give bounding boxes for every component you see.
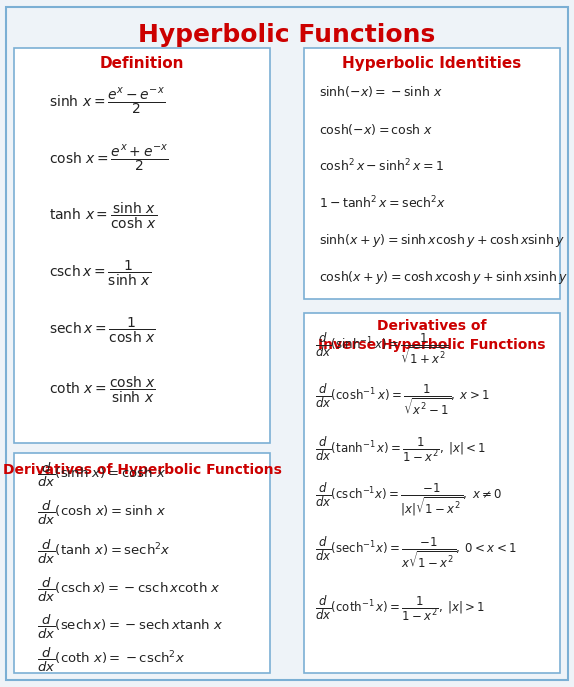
Text: $\mathrm{csch}\, x = \dfrac{1}{\sinh\, x}$: $\mathrm{csch}\, x = \dfrac{1}{\sinh\, x… (49, 258, 151, 288)
FancyBboxPatch shape (14, 48, 270, 443)
Text: $1 - \tanh^{2} x = \mathrm{sech}^{2} x$: $1 - \tanh^{2} x = \mathrm{sech}^{2} x$ (319, 195, 445, 212)
Text: $\tanh\, x = \dfrac{\sinh\, x}{\cosh\, x}$: $\tanh\, x = \dfrac{\sinh\, x}{\cosh\, x… (49, 201, 157, 231)
Text: $\dfrac{d}{dx}(\coth^{-1} x) = \dfrac{1}{1-x^{2}},\; |x|>1$: $\dfrac{d}{dx}(\coth^{-1} x) = \dfrac{1}… (315, 594, 484, 623)
Text: Definition: Definition (100, 56, 184, 71)
Text: $\dfrac{d}{dx}(\mathrm{csch}^{-1} x) = \dfrac{-1}{|x|\sqrt{1-x^{2}}},\; x\neq 0$: $\dfrac{d}{dx}(\mathrm{csch}^{-1} x) = \… (315, 482, 502, 518)
Text: $\dfrac{d}{dx}(\mathrm{csch}\, x) = -\mathrm{csch}\, x\coth\, x$: $\dfrac{d}{dx}(\mathrm{csch}\, x) = -\ma… (37, 576, 221, 605)
Text: $\cosh^{2} x - \sinh^{2} x = 1$: $\cosh^{2} x - \sinh^{2} x = 1$ (319, 158, 444, 174)
Text: Hyperbolic Functions: Hyperbolic Functions (138, 23, 436, 47)
Text: $\dfrac{d}{dx}(\sinh^{-1} x) = \dfrac{1}{\sqrt{1+x^{2}}}$: $\dfrac{d}{dx}(\sinh^{-1} x) = \dfrac{1}… (315, 331, 448, 366)
Text: $\dfrac{d}{dx}(\cosh^{-1} x) = \dfrac{1}{\sqrt{x^{2}-1}},\; x>1$: $\dfrac{d}{dx}(\cosh^{-1} x) = \dfrac{1}… (315, 382, 489, 416)
Text: $\cosh\, x = \dfrac{e^{x} + e^{-x}}{2}$: $\cosh\, x = \dfrac{e^{x} + e^{-x}}{2}$ (49, 144, 169, 174)
Text: $\dfrac{d}{dx}(\coth\, x) = -\mathrm{csch}^{2} x$: $\dfrac{d}{dx}(\coth\, x) = -\mathrm{csc… (37, 646, 185, 673)
Text: Derivatives of
Inverse Hyperbolic Functions: Derivatives of Inverse Hyperbolic Functi… (318, 319, 546, 352)
FancyBboxPatch shape (304, 48, 560, 299)
Text: $\dfrac{d}{dx}(\mathrm{sech}^{-1} x) = \dfrac{-1}{x\sqrt{1-x^{2}}},\; 0<x<1$: $\dfrac{d}{dx}(\mathrm{sech}^{-1} x) = \… (315, 535, 516, 570)
Text: $\cosh(x+y) = \cosh x\cosh y + \sinh x\sinh y$: $\cosh(x+y) = \cosh x\cosh y + \sinh x\s… (319, 269, 568, 286)
Text: $\dfrac{d}{dx}(\mathrm{sech}\, x) = -\mathrm{sech}\, x\tanh\, x$: $\dfrac{d}{dx}(\mathrm{sech}\, x) = -\ma… (37, 613, 224, 640)
FancyBboxPatch shape (304, 313, 560, 673)
FancyBboxPatch shape (6, 7, 568, 680)
Text: $\dfrac{d}{dx}(\cosh\, x) = \sinh\, x$: $\dfrac{d}{dx}(\cosh\, x) = \sinh\, x$ (37, 499, 166, 528)
Text: $\dfrac{d}{dx}(\tanh\, x) = \mathrm{sech}^{2} x$: $\dfrac{d}{dx}(\tanh\, x) = \mathrm{sech… (37, 538, 171, 566)
Text: $\mathrm{sech}\, x = \dfrac{1}{\cosh\, x}$: $\mathrm{sech}\, x = \dfrac{1}{\cosh\, x… (49, 316, 156, 345)
Text: $\dfrac{d}{dx}(\tanh^{-1} x) = \dfrac{1}{1-x^{2}},\; |x|<1$: $\dfrac{d}{dx}(\tanh^{-1} x) = \dfrac{1}… (315, 435, 486, 464)
Text: Derivatives of Hyperbolic Functions: Derivatives of Hyperbolic Functions (3, 463, 281, 477)
Text: Hyperbolic Identities: Hyperbolic Identities (342, 56, 522, 71)
Text: $\coth\, x = \dfrac{\cosh\, x}{\sinh\, x}$: $\coth\, x = \dfrac{\cosh\, x}{\sinh\, x… (49, 374, 156, 405)
Text: $\cosh(-x) = \cosh\, x$: $\cosh(-x) = \cosh\, x$ (319, 122, 433, 137)
FancyBboxPatch shape (14, 453, 270, 673)
Text: $\dfrac{d}{dx}(\sinh\, x) = \cosh\, x$: $\dfrac{d}{dx}(\sinh\, x) = \cosh\, x$ (37, 461, 166, 489)
Text: $\sinh\, x = \dfrac{e^{x} - e^{-x}}{2}$: $\sinh\, x = \dfrac{e^{x} - e^{-x}}{2}$ (49, 87, 165, 117)
Text: $\sinh(-x) = -\sinh\, x$: $\sinh(-x) = -\sinh\, x$ (319, 85, 442, 100)
Text: $\sinh(x+y) = \sinh x\cosh y + \cosh x\sinh y$: $\sinh(x+y) = \sinh x\cosh y + \cosh x\s… (319, 232, 564, 249)
